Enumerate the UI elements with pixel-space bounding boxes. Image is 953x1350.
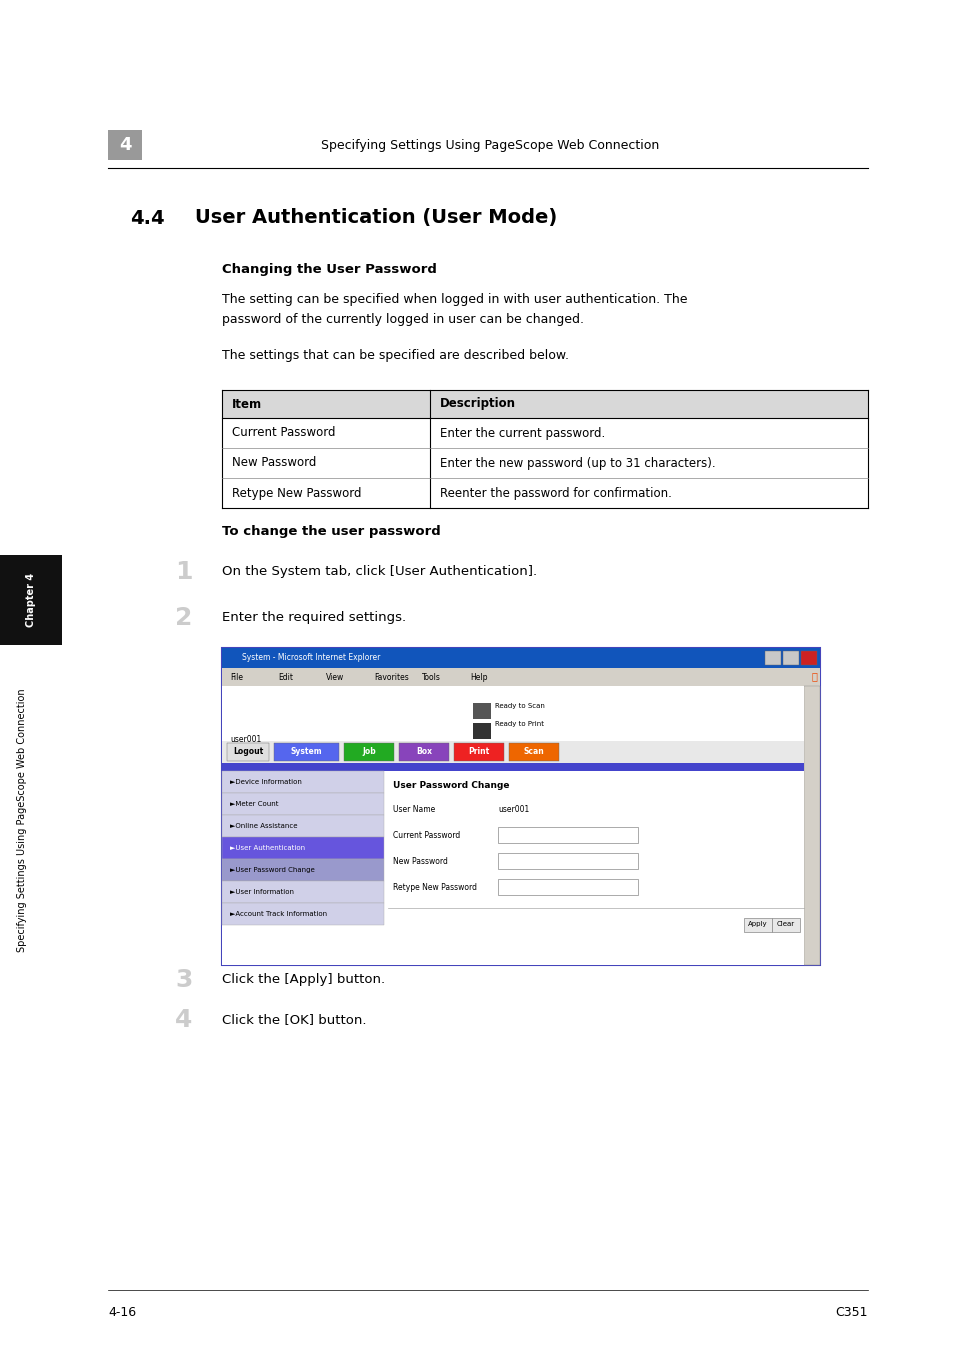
FancyBboxPatch shape bbox=[454, 743, 503, 761]
FancyBboxPatch shape bbox=[801, 651, 816, 666]
Text: 4: 4 bbox=[118, 136, 132, 154]
Text: 4: 4 bbox=[174, 1008, 193, 1031]
FancyBboxPatch shape bbox=[743, 918, 771, 932]
Text: Current Password: Current Password bbox=[232, 427, 335, 440]
FancyBboxPatch shape bbox=[803, 686, 820, 965]
Text: user001: user001 bbox=[230, 734, 261, 744]
Text: Logout: Logout bbox=[233, 748, 263, 756]
Text: Job: Job bbox=[362, 748, 375, 756]
FancyBboxPatch shape bbox=[509, 743, 558, 761]
FancyBboxPatch shape bbox=[473, 703, 491, 720]
FancyBboxPatch shape bbox=[222, 903, 384, 925]
FancyBboxPatch shape bbox=[222, 648, 820, 668]
Text: Retype New Password: Retype New Password bbox=[232, 486, 361, 500]
FancyBboxPatch shape bbox=[764, 651, 781, 666]
Text: Print: Print bbox=[468, 748, 489, 756]
Text: ►Meter Count: ►Meter Count bbox=[230, 801, 278, 807]
Text: 4.4: 4.4 bbox=[130, 208, 165, 228]
Text: ►User Information: ►User Information bbox=[230, 890, 294, 895]
FancyBboxPatch shape bbox=[497, 853, 638, 869]
Text: User Authentication (User Mode): User Authentication (User Mode) bbox=[194, 208, 557, 228]
FancyBboxPatch shape bbox=[108, 130, 142, 161]
Text: Help: Help bbox=[470, 672, 487, 682]
Text: Current Password: Current Password bbox=[393, 830, 459, 840]
FancyBboxPatch shape bbox=[344, 743, 394, 761]
Text: ►User Authentication: ►User Authentication bbox=[230, 845, 305, 850]
Text: ►Account Track Information: ►Account Track Information bbox=[230, 911, 327, 917]
Text: Enter the required settings.: Enter the required settings. bbox=[222, 612, 406, 625]
Text: ►User Password Change: ►User Password Change bbox=[230, 867, 314, 873]
FancyBboxPatch shape bbox=[771, 918, 800, 932]
Text: The settings that can be specified are described below.: The settings that can be specified are d… bbox=[222, 348, 568, 362]
Text: ►Online Assistance: ►Online Assistance bbox=[230, 824, 297, 829]
Text: 4-16: 4-16 bbox=[108, 1305, 136, 1319]
Text: password of the currently logged in user can be changed.: password of the currently logged in user… bbox=[222, 313, 583, 327]
Text: View: View bbox=[326, 672, 344, 682]
Text: Click the [Apply] button.: Click the [Apply] button. bbox=[222, 973, 385, 987]
Text: File: File bbox=[230, 672, 243, 682]
Text: Tools: Tools bbox=[421, 672, 440, 682]
Text: To change the user password: To change the user password bbox=[222, 525, 440, 539]
Text: Changing the User Password: Changing the User Password bbox=[222, 263, 436, 277]
FancyBboxPatch shape bbox=[274, 743, 338, 761]
FancyBboxPatch shape bbox=[222, 815, 384, 837]
Text: 1: 1 bbox=[174, 560, 193, 585]
FancyBboxPatch shape bbox=[782, 651, 799, 666]
FancyBboxPatch shape bbox=[222, 792, 384, 815]
Text: user001: user001 bbox=[497, 805, 529, 814]
Text: Retype New Password: Retype New Password bbox=[393, 883, 476, 891]
Text: Enter the new password (up to 31 characters).: Enter the new password (up to 31 charact… bbox=[439, 456, 715, 470]
Text: New Password: New Password bbox=[393, 856, 447, 865]
Text: Specifying Settings Using PageScope Web Connection: Specifying Settings Using PageScope Web … bbox=[320, 139, 659, 151]
FancyBboxPatch shape bbox=[0, 555, 62, 645]
Text: The setting can be specified when logged in with user authentication. The: The setting can be specified when logged… bbox=[222, 293, 687, 306]
FancyBboxPatch shape bbox=[222, 837, 384, 859]
FancyBboxPatch shape bbox=[222, 763, 803, 771]
Text: Clear: Clear bbox=[776, 921, 794, 927]
Text: User Password Change: User Password Change bbox=[393, 780, 509, 790]
FancyBboxPatch shape bbox=[222, 859, 384, 882]
Text: Specifying Settings Using PageScope Web Connection: Specifying Settings Using PageScope Web … bbox=[17, 688, 27, 952]
Text: 🏴: 🏴 bbox=[810, 671, 816, 680]
Text: On the System tab, click [User Authentication].: On the System tab, click [User Authentic… bbox=[222, 566, 537, 579]
FancyBboxPatch shape bbox=[497, 879, 638, 895]
Text: Reenter the password for confirmation.: Reenter the password for confirmation. bbox=[439, 486, 671, 500]
Text: Chapter 4: Chapter 4 bbox=[26, 572, 36, 626]
Text: System: System bbox=[291, 748, 322, 756]
FancyBboxPatch shape bbox=[222, 390, 867, 418]
FancyBboxPatch shape bbox=[388, 771, 803, 965]
Text: Enter the current password.: Enter the current password. bbox=[439, 427, 604, 440]
FancyBboxPatch shape bbox=[398, 743, 449, 761]
Text: Edit: Edit bbox=[277, 672, 293, 682]
Text: Favorites: Favorites bbox=[374, 672, 408, 682]
Text: Ready to Print: Ready to Print bbox=[495, 721, 543, 728]
Text: User Name: User Name bbox=[393, 805, 435, 814]
FancyBboxPatch shape bbox=[497, 828, 638, 842]
Text: 2: 2 bbox=[174, 606, 193, 630]
FancyBboxPatch shape bbox=[227, 743, 269, 761]
Text: C351: C351 bbox=[835, 1305, 867, 1319]
Text: Description: Description bbox=[439, 397, 516, 410]
Text: Scan: Scan bbox=[523, 748, 544, 756]
FancyBboxPatch shape bbox=[222, 668, 820, 686]
FancyBboxPatch shape bbox=[222, 771, 384, 792]
FancyBboxPatch shape bbox=[222, 741, 803, 763]
Text: 3: 3 bbox=[174, 968, 193, 992]
FancyBboxPatch shape bbox=[222, 686, 803, 965]
FancyBboxPatch shape bbox=[473, 724, 491, 738]
Text: ►Device Information: ►Device Information bbox=[230, 779, 301, 784]
FancyBboxPatch shape bbox=[222, 882, 384, 903]
FancyBboxPatch shape bbox=[222, 648, 820, 965]
Text: Apply: Apply bbox=[747, 921, 767, 927]
Text: Box: Box bbox=[416, 748, 432, 756]
Text: Ready to Scan: Ready to Scan bbox=[495, 703, 544, 709]
Text: New Password: New Password bbox=[232, 456, 316, 470]
Text: Click the [OK] button.: Click the [OK] button. bbox=[222, 1014, 366, 1026]
Text: System - Microsoft Internet Explorer: System - Microsoft Internet Explorer bbox=[242, 653, 380, 663]
Text: Item: Item bbox=[232, 397, 262, 410]
